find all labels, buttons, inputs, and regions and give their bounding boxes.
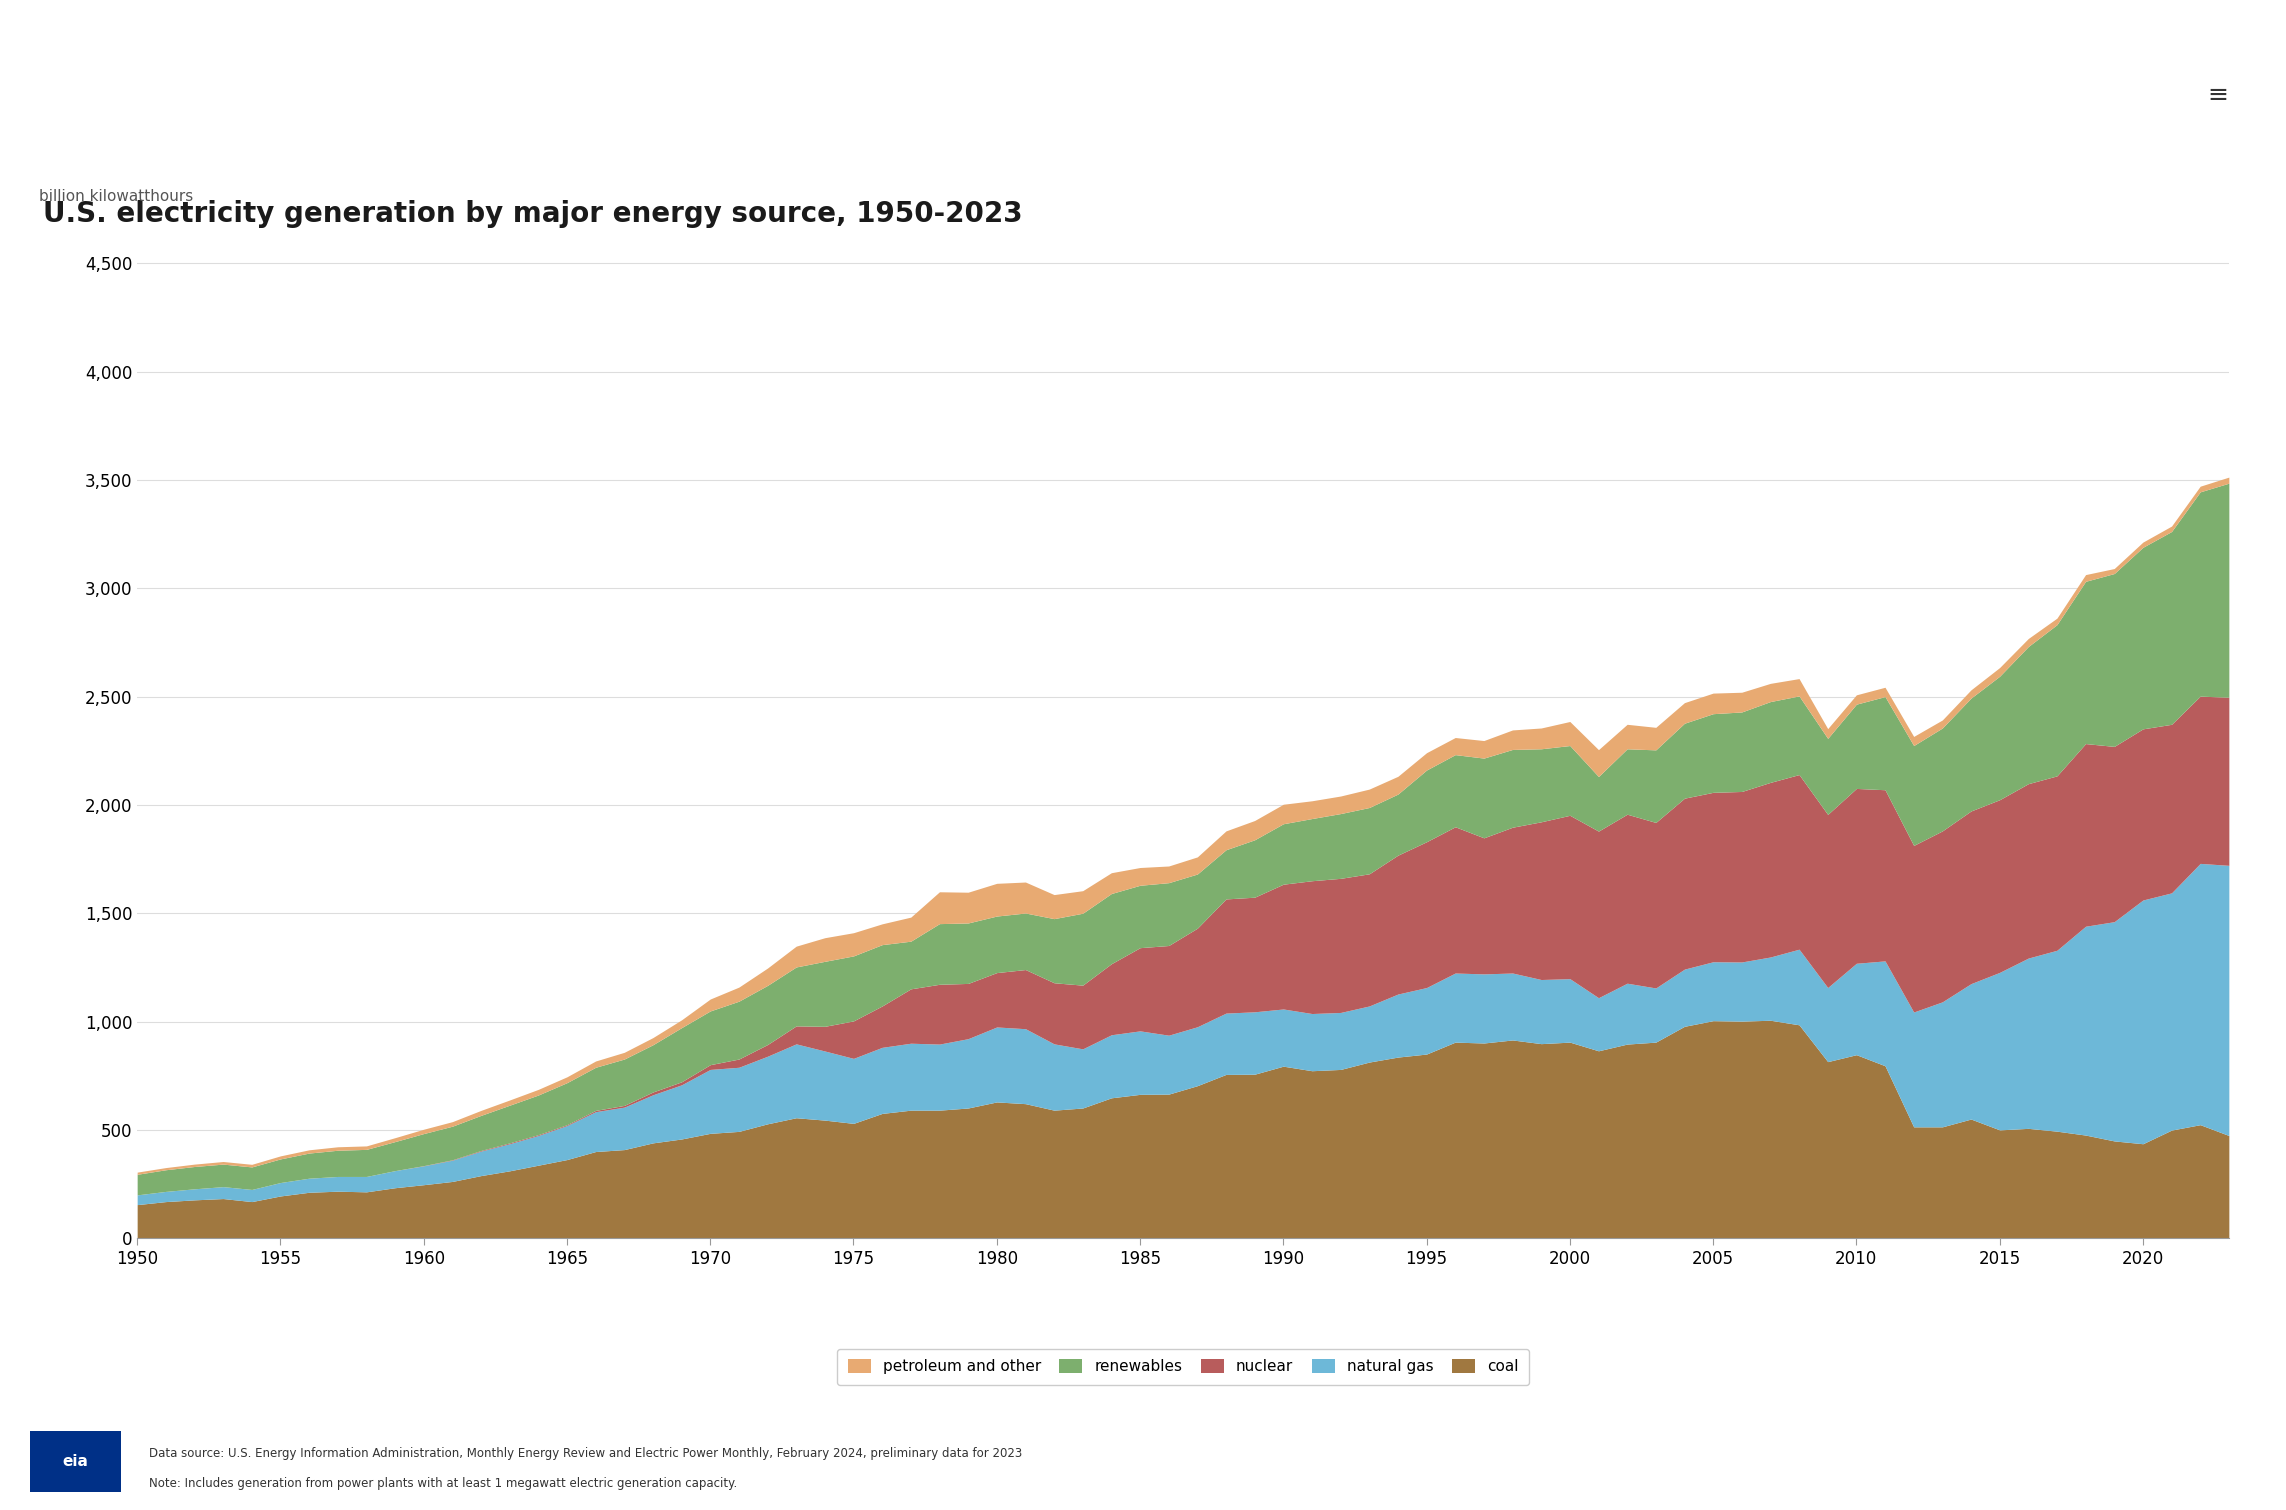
Text: eia: eia [62,1454,89,1469]
Text: U.S. electricity generation by major energy source, 1950-2023: U.S. electricity generation by major ene… [43,201,1022,228]
Text: Note: Includes generation from power plants with at least 1 megawatt electric ge: Note: Includes generation from power pla… [149,1477,736,1490]
Legend: petroleum and other, renewables, nuclear, natural gas, coal: petroleum and other, renewables, nuclear… [837,1348,1529,1385]
Text: ≡: ≡ [2208,83,2229,107]
Text: Data source: U.S. Energy Information Administration, Monthly Energy Review and E: Data source: U.S. Energy Information Adm… [149,1447,1022,1460]
Text: billion kilowatthours: billion kilowatthours [39,189,192,204]
